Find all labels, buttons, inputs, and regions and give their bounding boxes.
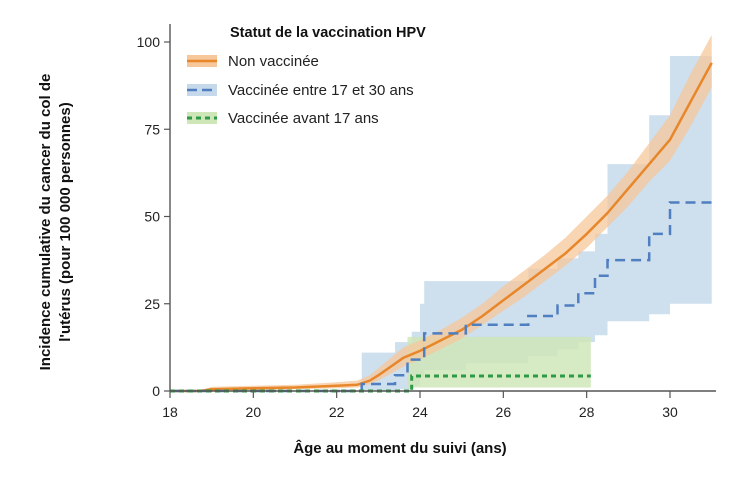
- x-tick-label: 22: [329, 404, 345, 420]
- y-axis: 0 25 50 75 100: [137, 24, 171, 399]
- y-axis-title: Incidence cumulative du cancer du col de…: [37, 74, 74, 371]
- x-tick-label: 26: [496, 404, 512, 420]
- svg-text:Vaccinée avant 17 ans: Vaccinée avant 17 ans: [228, 110, 379, 127]
- x-tick-label: 30: [662, 404, 678, 420]
- x-tick-label: 18: [162, 404, 178, 420]
- svg-text:Incidence cumulative du cancer: Incidence cumulative du cancer du col de: [37, 74, 54, 371]
- legend-title: Statut de la vaccination HPV: [230, 25, 426, 41]
- legend-item-non-vaccinee: Non vaccinée: [187, 53, 319, 70]
- legend-item-vaccinee-avant-17: Vaccinée avant 17 ans: [187, 110, 379, 127]
- y-tick-label: 50: [144, 209, 160, 225]
- legend-swatch-green: [187, 112, 217, 124]
- x-tick-label: 28: [579, 404, 595, 420]
- line-non-vaccinee: [170, 62, 713, 393]
- line-vaccinee-17-30: [170, 201, 712, 393]
- x-tick-label: 20: [246, 404, 262, 420]
- svg-text:l'utérus (pour 100 000 personn: l'utérus (pour 100 000 personnes): [57, 102, 74, 341]
- x-axis-title: Âge au moment du suivi (ans): [293, 439, 506, 457]
- series-lines: [170, 62, 713, 393]
- y-tick-label: 75: [144, 121, 160, 137]
- x-axis: 18 20 22 24 26 28 30: [162, 390, 716, 420]
- line-vaccinee-avant-17: [170, 374, 591, 393]
- svg-text:Vaccinée entre 17 et 30 ans: Vaccinée entre 17 et 30 ans: [228, 82, 414, 99]
- legend: Statut de la vaccination HPV Non vacciné…: [187, 25, 426, 127]
- y-tick-label: 0: [152, 383, 160, 399]
- band-vaccinee-17-30: [361, 56, 712, 391]
- y-tick-label: 25: [144, 296, 160, 312]
- legend-item-vaccinee-17-30: Vaccinée entre 17 et 30 ans: [187, 82, 414, 99]
- band-non-vaccinee: [170, 35, 712, 391]
- x-tick-label: 24: [412, 404, 428, 420]
- svg-text:Non vaccinée: Non vaccinée: [228, 53, 319, 70]
- y-tick-label: 100: [137, 34, 161, 50]
